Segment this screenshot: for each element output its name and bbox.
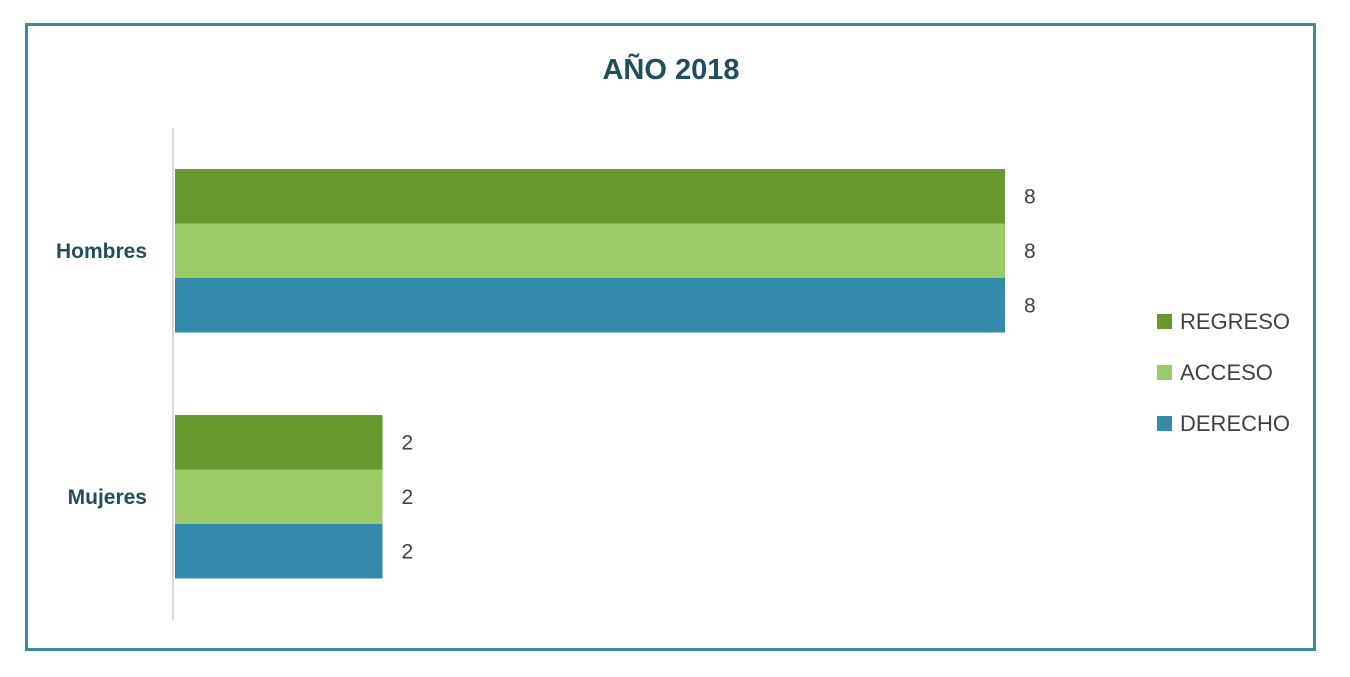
data-label: 2 [402,486,414,509]
legend-label: REGRESO [1180,309,1290,334]
data-label: 8 [1024,185,1036,208]
bar-hombres-derecho [175,278,1005,333]
legend-swatch [1157,416,1172,431]
data-labels: 8 8 8 2 2 2 [402,185,1036,563]
data-label: 8 [1024,240,1036,263]
legend-label: DERECHO [1180,411,1290,436]
category-label: Mujeres [68,486,147,509]
chart-title: AÑO 2018 [602,52,739,86]
legend: REGRESO ACCESO DERECHO [1157,309,1290,436]
bar-mujeres-regreso [175,415,383,470]
legend-label: ACCESO [1180,360,1273,385]
bar-hombres-regreso [175,169,1005,224]
data-label: 2 [402,431,414,454]
data-label: 8 [1024,294,1036,317]
category-label: Hombres [56,240,147,263]
bar-mujeres-acceso [175,469,383,524]
category-labels: Hombres Mujeres [56,240,147,509]
bar-hombres-acceso [175,223,1005,278]
bar-mujeres-derecho [175,524,383,579]
data-label: 2 [402,540,414,563]
legend-swatch [1157,365,1172,380]
legend-swatch [1157,314,1172,329]
bars-group [175,169,1005,579]
